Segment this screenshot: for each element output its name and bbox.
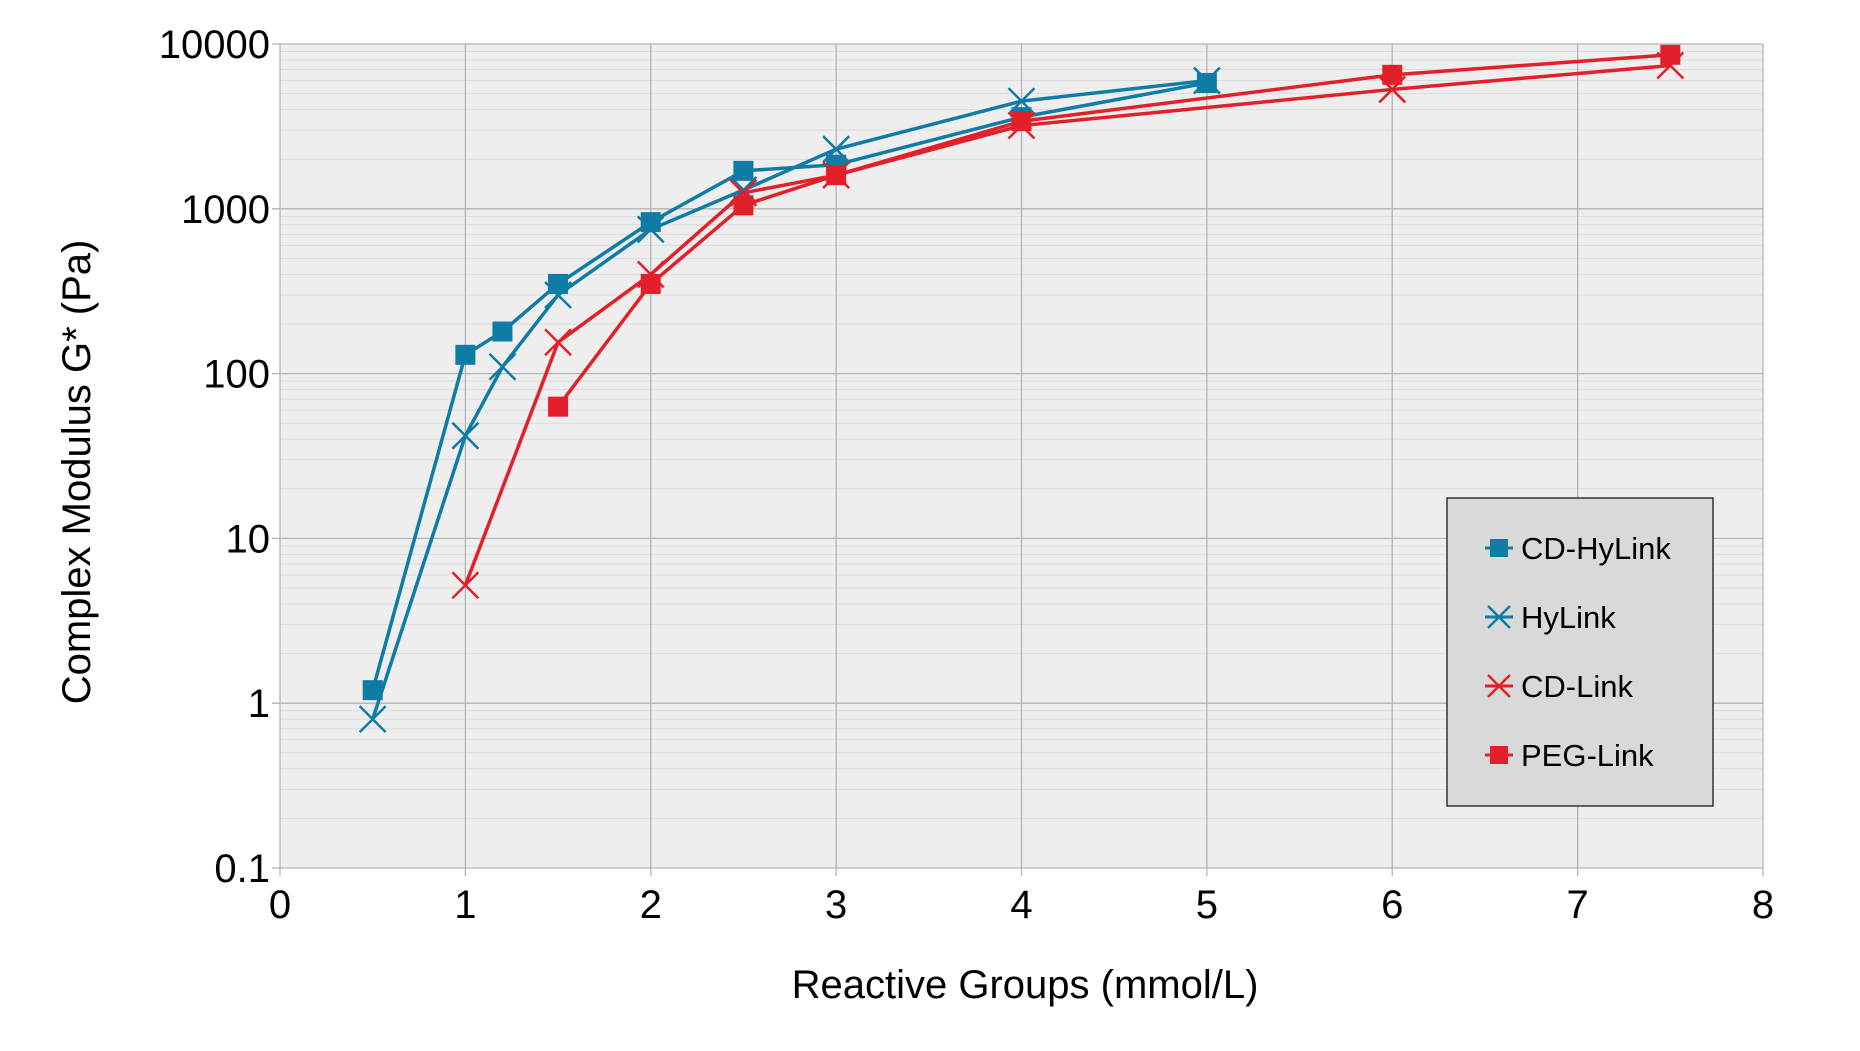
square-marker xyxy=(640,273,661,294)
square-marker xyxy=(733,160,754,181)
x-tick-labels: 0 1 2 3 4 5 6 7 8 xyxy=(269,883,1774,927)
square-marker xyxy=(362,680,383,701)
y-tick-label: 10 xyxy=(226,517,271,561)
x-marker xyxy=(544,328,572,357)
legend-item: PEG-Link xyxy=(1485,738,1654,773)
x-marker xyxy=(636,215,665,244)
x-tick-label: 6 xyxy=(1381,883,1403,927)
x-marker xyxy=(822,135,851,164)
y-tick-label: 10000 xyxy=(159,23,270,67)
legend-label: CD-HyLink xyxy=(1521,531,1671,566)
x-tick-label: 4 xyxy=(1010,883,1032,927)
square-marker xyxy=(1382,64,1403,85)
legend-label: HyLink xyxy=(1521,600,1616,635)
square-marker xyxy=(1490,539,1508,557)
x-tick-label: 5 xyxy=(1196,883,1218,927)
y-tick-label: 100 xyxy=(203,353,270,397)
y-tick-label: 1000 xyxy=(181,188,270,232)
y-axis-label: Complex Modulus G* (Pa) xyxy=(55,240,99,705)
legend: CD-HyLink HyLink CD-Link PEG-Link xyxy=(1446,497,1714,807)
series-peg-link xyxy=(548,44,1681,417)
x-marker xyxy=(451,571,480,600)
x-marker xyxy=(1007,87,1036,116)
square-marker xyxy=(1490,746,1508,764)
x-axis-label: Reactive Groups (mmol/L) xyxy=(792,963,1259,1007)
series-line xyxy=(463,63,1671,586)
x-tick-label: 0 xyxy=(269,883,291,927)
square-marker xyxy=(548,396,569,417)
square-marker xyxy=(826,165,847,186)
x-tick-label: 7 xyxy=(1567,883,1589,927)
square-marker xyxy=(1196,72,1217,93)
legend-label: CD-Link xyxy=(1521,669,1633,704)
x-marker xyxy=(1487,674,1511,698)
x-tick-label: 8 xyxy=(1752,883,1774,927)
square-marker xyxy=(1660,44,1681,65)
legend-item: HyLink xyxy=(1485,600,1616,635)
legend-item: CD-HyLink xyxy=(1485,531,1671,566)
x-tick-label: 1 xyxy=(454,883,476,927)
y-tick-label: 1 xyxy=(248,682,270,726)
y-tick-label: 0.1 xyxy=(214,847,270,891)
x-marker xyxy=(488,352,517,381)
x-tick-label: 3 xyxy=(825,883,847,927)
x-marker xyxy=(544,281,572,309)
x-marker xyxy=(451,421,480,450)
legend-label: PEG-Link xyxy=(1521,738,1654,773)
series xyxy=(358,44,1685,734)
square-marker xyxy=(492,321,513,342)
x-marker xyxy=(1487,605,1511,629)
square-marker xyxy=(733,195,754,216)
x-tick-label: 2 xyxy=(640,883,662,927)
legend-item: CD-Link xyxy=(1485,669,1633,704)
square-marker xyxy=(1011,111,1032,132)
x-marker xyxy=(1192,66,1221,95)
x-marker xyxy=(358,705,387,734)
y-tick-labels: 0.1 1 10 100 1000 10000 xyxy=(159,23,270,891)
series-hylink xyxy=(358,66,1221,734)
square-marker xyxy=(455,344,476,365)
